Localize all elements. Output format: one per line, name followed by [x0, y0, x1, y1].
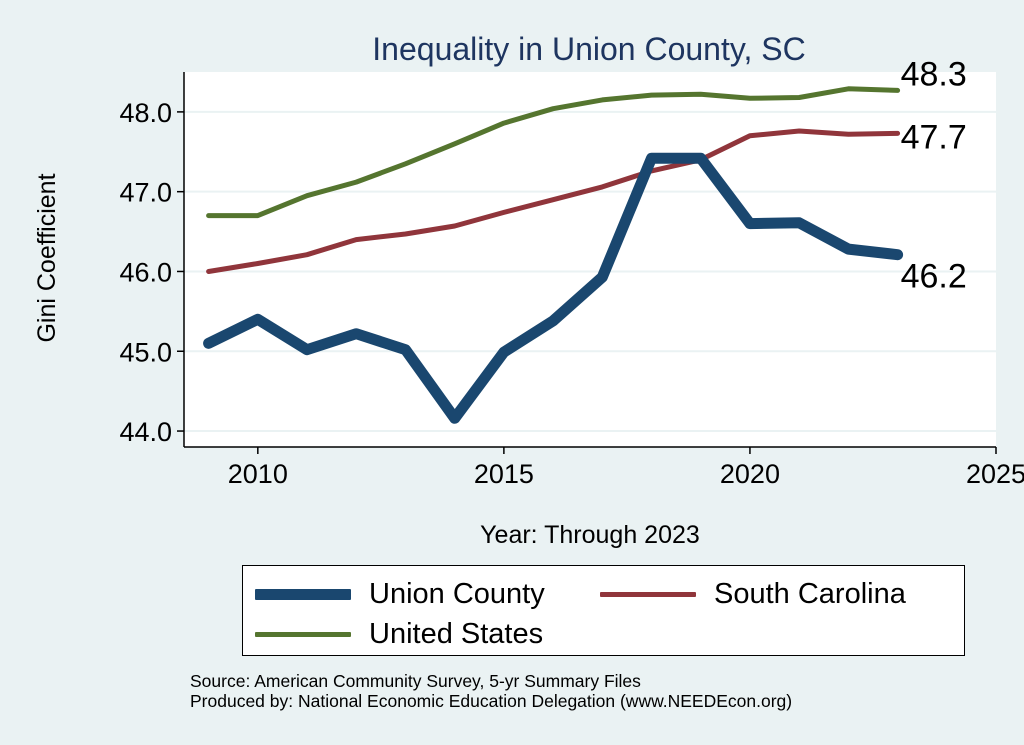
plot-area [184, 72, 996, 447]
y-ticks: 44.0 45.0 46.0 47.0 48.0 [119, 98, 184, 447]
legend-label-union-county: Union County [369, 577, 545, 610]
legend-swatch-united-states [255, 631, 351, 637]
end-label-union-county: 46.2 [901, 258, 967, 296]
x-tick-label: 2015 [474, 459, 534, 489]
legend-swatch-south-carolina [600, 591, 696, 597]
series-line-union-county [203, 152, 904, 424]
x-tick-label: 2010 [228, 459, 288, 489]
end-labels: 48.3 47.7 46.2 [901, 55, 967, 295]
series-line-united-states [206, 86, 901, 219]
series-lines [203, 86, 904, 424]
x-ticks: 2010 2015 2020 2025 [228, 447, 1024, 489]
x-tick-label: 2020 [720, 459, 780, 489]
legend-item-union-county: Union County [255, 576, 545, 612]
y-tick-label: 46.0 [119, 257, 172, 287]
y-axis-label: Gini Coefficient [33, 173, 61, 342]
end-label-united-states: 48.3 [901, 55, 967, 93]
legend-label-south-carolina: South Carolina [714, 577, 906, 610]
end-label-south-carolina: 47.7 [901, 118, 967, 156]
chart-title: Inequality in Union County, SC [372, 31, 805, 67]
y-tick-label: 44.0 [119, 417, 172, 447]
legend-label-united-states: United States [369, 617, 544, 650]
source-note: Source: American Community Survey, 5-yr … [190, 671, 792, 711]
y-tick-label: 45.0 [119, 337, 172, 367]
series-line-south-carolina [206, 128, 901, 274]
y-tick-label: 48.0 [119, 98, 172, 128]
legend-item-united-states: United States [255, 616, 543, 652]
x-axis-label: Year: Through 2023 [480, 521, 700, 549]
legend: Union County South Carolina United State… [242, 565, 965, 656]
source-line: Source: American Community Survey, 5-yr … [190, 671, 641, 691]
x-tick-label: 2025 [966, 459, 1024, 489]
producer-line: Produced by: National Economic Education… [190, 691, 793, 711]
legend-item-south-carolina: South Carolina [600, 576, 906, 612]
y-tick-label: 47.0 [119, 178, 172, 208]
legend-swatch-union-county [255, 588, 351, 600]
